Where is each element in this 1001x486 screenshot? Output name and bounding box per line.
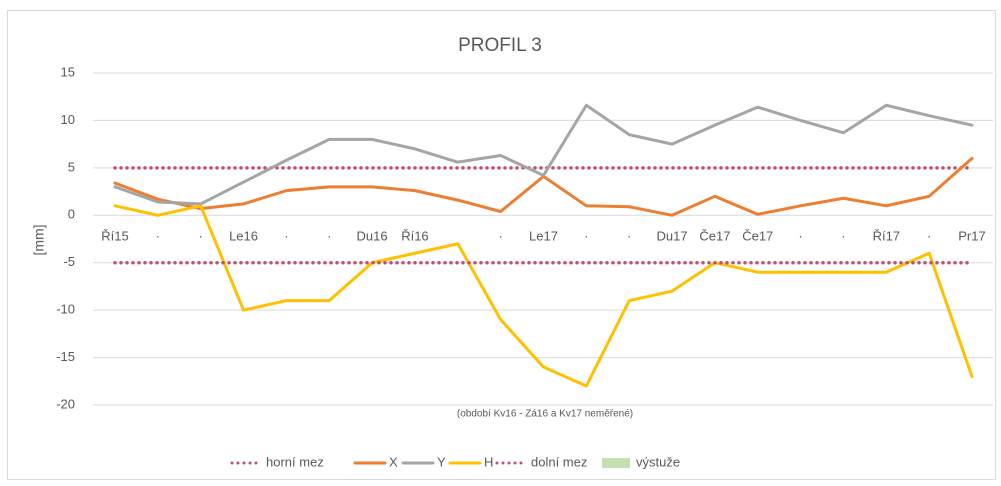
x-tick-label: · bbox=[798, 229, 802, 244]
legend-label: horní mez bbox=[266, 454, 324, 469]
x-tick-label: Le16 bbox=[229, 229, 258, 244]
x-tick-label: Du16 bbox=[357, 229, 388, 244]
legend-label: H bbox=[484, 454, 493, 469]
x-tick-label: · bbox=[584, 229, 588, 244]
y-tick-label: -10 bbox=[56, 302, 75, 317]
chart-title: PROFIL 3 bbox=[458, 35, 542, 56]
x-tick-label: · bbox=[627, 229, 631, 244]
x-tick-label: Če17 bbox=[699, 229, 730, 244]
y-axis-label: [mm] bbox=[31, 224, 47, 255]
x-tick-label: Ří17 bbox=[873, 229, 900, 244]
chart-subtitle: (období Kv16 - Zá16 a Kv17 neměřené) bbox=[457, 409, 633, 420]
line-series bbox=[113, 204, 974, 388]
x-tick-label: Pr17 bbox=[958, 229, 985, 244]
y-tick-label: 0 bbox=[68, 207, 75, 222]
y-tick-label: 15 bbox=[61, 64, 75, 79]
chart-frame bbox=[7, 10, 996, 480]
line-series bbox=[113, 103, 974, 206]
x-tick-label: · bbox=[284, 229, 288, 244]
x-tick-label: · bbox=[199, 229, 203, 244]
x-tick-label: · bbox=[927, 229, 931, 244]
x-tick-label: · bbox=[156, 229, 160, 244]
x-tick-label: Le17 bbox=[529, 229, 558, 244]
x-tick-label: · bbox=[841, 229, 845, 244]
y-tick-label: -15 bbox=[56, 349, 75, 364]
x-tick-label: Ří15 bbox=[101, 229, 128, 244]
x-tick-label: Če17 bbox=[742, 229, 773, 244]
x-tick-label: Du17 bbox=[657, 229, 688, 244]
legend-label: X bbox=[389, 454, 398, 469]
x-tick-label: Ří16 bbox=[401, 229, 428, 244]
legend-swatch bbox=[602, 458, 630, 468]
legend-label: Y bbox=[437, 454, 446, 469]
y-tick-label: -5 bbox=[63, 254, 75, 269]
x-tick-label: · bbox=[498, 229, 502, 244]
y-tick-label: 5 bbox=[68, 159, 75, 174]
x-tick-label: · bbox=[327, 229, 331, 244]
y-tick-label: -20 bbox=[56, 396, 75, 411]
legend-label: výstuže bbox=[636, 454, 680, 469]
legend-label: dolní mez bbox=[531, 454, 587, 469]
y-tick-label: 10 bbox=[61, 112, 75, 127]
